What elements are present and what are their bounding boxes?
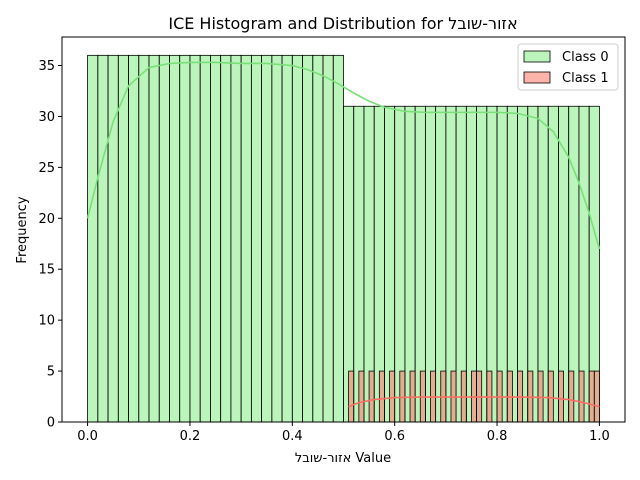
histogram-bar xyxy=(348,370,355,423)
histogram-bar xyxy=(148,54,160,423)
kde-layer xyxy=(86,61,601,408)
x-tick-label: 0.2 xyxy=(180,429,201,444)
histogram-bar xyxy=(271,54,283,423)
histogram-bar xyxy=(389,370,396,423)
y-tick-label: 5 xyxy=(47,365,55,380)
histogram-bar xyxy=(322,54,334,423)
kde-line-0 xyxy=(86,61,601,250)
legend-swatch xyxy=(523,71,551,84)
histogram-bar xyxy=(138,54,150,423)
histogram-bar xyxy=(578,370,585,423)
histogram-bar xyxy=(158,54,170,423)
histogram-bar xyxy=(537,370,544,423)
histogram-bar xyxy=(332,54,344,423)
histogram-bar xyxy=(312,54,324,423)
x-tick-label: 0.6 xyxy=(384,429,405,444)
x-tick-label: 0.0 xyxy=(77,429,98,444)
histogram-bar xyxy=(588,370,595,423)
histogram-bar xyxy=(189,54,201,423)
bars-layer xyxy=(87,54,600,423)
histogram-bar xyxy=(220,54,232,423)
legend-entry: Class 0 xyxy=(562,50,609,65)
histogram-bar xyxy=(199,54,211,423)
histogram-bar xyxy=(368,370,375,423)
histogram-bar xyxy=(117,54,129,423)
legend-swatch xyxy=(523,50,551,63)
chart-title: ICE Histogram and Distribution for אזור-… xyxy=(168,14,517,33)
histogram-bar xyxy=(399,370,406,423)
y-tick-label: 20 xyxy=(38,212,55,227)
x-axis: 0.0 0.2 0.4 0.6 0.8 1.0 xyxy=(77,422,610,444)
kde-line-1 xyxy=(348,396,600,408)
y-tick-label: 35 xyxy=(38,59,55,74)
x-axis-label: אזור-שובל Value xyxy=(295,451,391,466)
y-tick-label: 10 xyxy=(38,314,55,329)
y-axis-label: Frequency xyxy=(15,196,30,263)
y-axis: 0 5 10 15 20 25 30 35 xyxy=(38,59,62,431)
histogram-bar xyxy=(558,370,564,423)
histogram-bar xyxy=(281,54,293,423)
histogram-bar xyxy=(261,54,273,423)
y-tick-label: 15 xyxy=(38,263,55,278)
y-tick-label: 30 xyxy=(38,110,55,125)
histogram-bar xyxy=(169,54,181,423)
x-tick-label: 1.0 xyxy=(589,429,610,444)
legend-entry: Class 1 xyxy=(562,71,609,86)
legend: Class 0 Class 1 xyxy=(517,43,619,91)
histogram-bar xyxy=(593,370,600,423)
y-tick-label: 25 xyxy=(38,161,55,176)
histogram-bar xyxy=(568,370,575,423)
histogram-bar xyxy=(97,54,109,423)
histogram-bar xyxy=(230,54,242,423)
histogram-bar xyxy=(210,54,222,423)
histogram-bar xyxy=(358,370,365,423)
histogram-bar xyxy=(128,54,140,423)
histogram-bar xyxy=(547,370,554,423)
histogram-bar xyxy=(378,370,385,423)
series-0-bars xyxy=(87,54,600,423)
x-tick-label: 0.8 xyxy=(487,429,508,444)
histogram-bar xyxy=(240,54,252,423)
x-tick-label: 0.4 xyxy=(282,429,303,444)
histogram-bar xyxy=(250,54,263,423)
histogram-bar xyxy=(87,54,99,423)
y-tick-label: 0 xyxy=(47,416,55,431)
histogram-bar xyxy=(107,54,119,423)
plot-frame xyxy=(61,36,626,423)
histogram-bar xyxy=(302,54,314,423)
histogram-bar xyxy=(179,54,191,423)
histogram-bar xyxy=(291,54,303,423)
